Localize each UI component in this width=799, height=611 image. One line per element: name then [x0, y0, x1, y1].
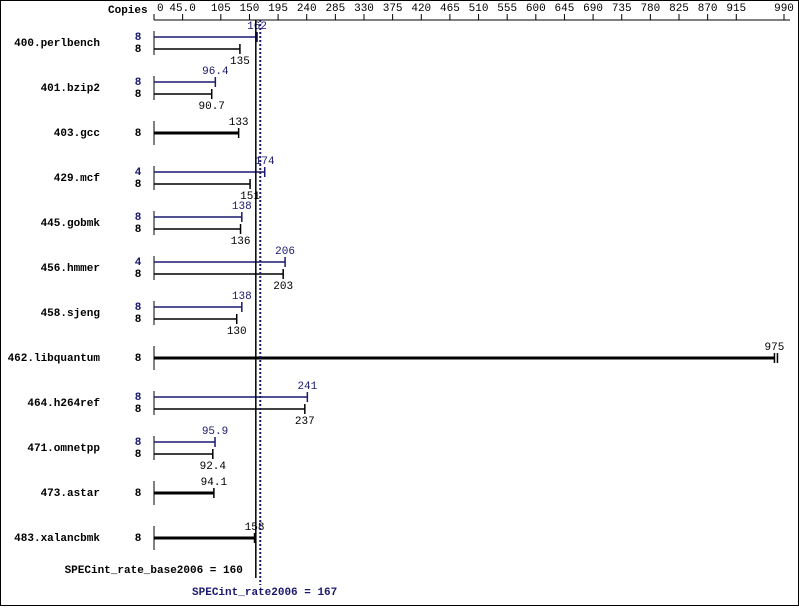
copies: 4 — [135, 257, 142, 269]
benchmark-label: 473.astar — [41, 488, 100, 500]
benchmark-label: 401.bzip2 — [41, 83, 100, 95]
value-label: 203 — [273, 281, 293, 293]
copies: 8 — [135, 32, 142, 44]
value-label: 96.4 — [202, 66, 229, 78]
x-tick-label: 195 — [268, 3, 288, 15]
x-tick-label: 240 — [297, 3, 317, 15]
benchmark-label: 456.hmmer — [41, 263, 100, 275]
x-tick-label: 990 — [774, 3, 794, 15]
value-label: 94.1 — [201, 477, 228, 489]
value-label: 241 — [297, 381, 317, 393]
value-label: 162 — [247, 21, 267, 33]
value-label: 158 — [245, 522, 265, 534]
reference-label: SPECint_rate2006 = 167 — [192, 587, 337, 599]
value-label: 206 — [275, 246, 295, 258]
benchmark-label: 462.libquantum — [8, 353, 101, 365]
copies: 8 — [135, 449, 142, 461]
value-label: 135 — [230, 56, 250, 68]
value-label: 237 — [295, 416, 315, 428]
copies: 8 — [135, 488, 142, 500]
value-label: 975 — [765, 342, 785, 354]
copies-header: Copies — [108, 5, 148, 17]
x-tick-label: 915 — [726, 3, 746, 15]
copies: 8 — [135, 404, 142, 416]
copies: 8 — [135, 314, 142, 326]
x-tick-label: 780 — [640, 3, 660, 15]
value-label: 92.4 — [200, 461, 227, 473]
benchmark-label: 458.sjeng — [41, 308, 100, 320]
copies: 8 — [135, 392, 142, 404]
benchmark-label: 429.mcf — [54, 173, 101, 185]
x-tick-label: 45.0 — [169, 3, 195, 15]
copies: 8 — [135, 224, 142, 236]
copies: 8 — [135, 353, 142, 365]
value-label: 138 — [232, 201, 252, 213]
x-tick-label: 825 — [669, 3, 689, 15]
x-tick-label: 645 — [555, 3, 575, 15]
x-tick-label: 870 — [698, 3, 718, 15]
benchmark-label: 483.xalancbmk — [14, 533, 100, 545]
x-tick-label: 0 — [157, 3, 164, 15]
copies: 8 — [135, 437, 142, 449]
benchmark-label: 400.perlbench — [14, 38, 100, 50]
x-tick-label: 105 — [211, 3, 231, 15]
copies: 8 — [135, 77, 142, 89]
reference-label: SPECint_rate_base2006 = 160 — [65, 565, 243, 577]
x-tick-label: 375 — [383, 3, 403, 15]
x-tick-label: 465 — [440, 3, 460, 15]
value-label: 136 — [231, 236, 251, 248]
benchmark-label: 445.gobmk — [41, 218, 101, 230]
x-tick-label: 510 — [469, 3, 489, 15]
copies: 8 — [135, 533, 142, 545]
value-label: 133 — [229, 117, 249, 129]
copies: 8 — [135, 269, 142, 281]
x-tick-label: 150 — [240, 3, 260, 15]
x-tick-label: 285 — [325, 3, 345, 15]
value-label: 174 — [255, 156, 275, 168]
x-tick-label: 555 — [497, 3, 517, 15]
copies: 8 — [135, 212, 142, 224]
copies: 4 — [135, 167, 142, 179]
copies: 8 — [135, 89, 142, 101]
copies: 8 — [135, 44, 142, 56]
value-label: 95.9 — [202, 426, 228, 438]
value-label: 90.7 — [199, 101, 225, 113]
benchmark-label: 464.h264ref — [27, 398, 100, 410]
copies: 8 — [135, 179, 142, 191]
x-tick-label: 690 — [583, 3, 603, 15]
x-tick-label: 600 — [526, 3, 546, 15]
benchmark-label: 471.omnetpp — [27, 443, 100, 455]
x-tick-label: 735 — [612, 3, 632, 15]
value-label: 138 — [232, 291, 252, 303]
value-label: 130 — [227, 326, 247, 338]
x-tick-label: 420 — [411, 3, 431, 15]
copies: 8 — [135, 128, 142, 140]
copies: 8 — [135, 302, 142, 314]
x-tick-label: 330 — [354, 3, 374, 15]
benchmark-label: 403.gcc — [54, 128, 100, 140]
